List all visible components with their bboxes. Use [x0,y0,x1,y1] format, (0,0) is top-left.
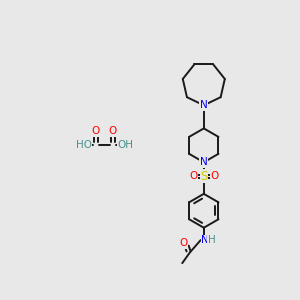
Text: O: O [109,127,117,136]
Text: N: N [200,100,208,110]
Text: O: O [189,171,197,181]
Text: N: N [202,235,209,245]
Text: H: H [208,235,215,245]
Text: S: S [200,169,208,183]
Text: O: O [180,238,188,248]
Text: O: O [211,171,219,181]
Text: OH: OH [117,140,133,150]
Text: O: O [92,127,100,136]
Text: HO: HO [76,140,92,150]
Text: N: N [200,157,208,167]
